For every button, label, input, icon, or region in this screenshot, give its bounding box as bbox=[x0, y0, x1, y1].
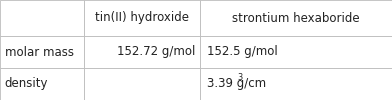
Bar bbox=[200, 68, 392, 100]
Bar bbox=[84, 68, 200, 100]
Text: tin(II) hydroxide: tin(II) hydroxide bbox=[95, 12, 189, 24]
Bar bbox=[0, 0, 84, 36]
Text: density: density bbox=[5, 78, 48, 90]
Text: strontium hexaboride: strontium hexaboride bbox=[232, 12, 360, 24]
Text: 3.39 g/cm: 3.39 g/cm bbox=[207, 78, 266, 90]
Text: 3: 3 bbox=[237, 74, 242, 82]
Text: 152.72 g/mol: 152.72 g/mol bbox=[117, 46, 195, 58]
Bar bbox=[84, 0, 200, 36]
Bar bbox=[200, 36, 392, 68]
Bar bbox=[0, 36, 84, 68]
Bar bbox=[84, 36, 200, 68]
Text: 152.5 g/mol: 152.5 g/mol bbox=[207, 46, 278, 58]
Text: molar mass: molar mass bbox=[5, 46, 74, 58]
Bar bbox=[0, 68, 84, 100]
Bar bbox=[200, 0, 392, 36]
